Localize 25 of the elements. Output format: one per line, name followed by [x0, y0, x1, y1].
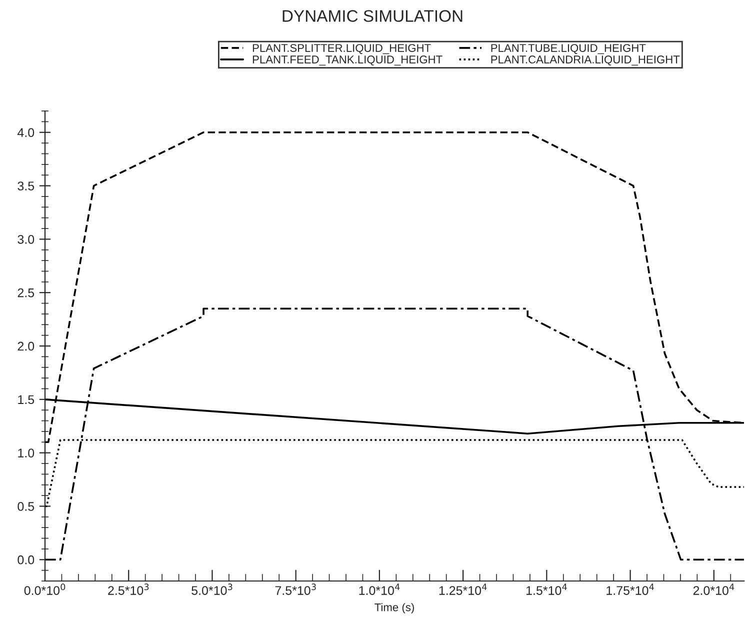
legend-label: PLANT.TUBE.LIQUID_HEIGHT: [491, 44, 646, 54]
y-tick-label: 3.0: [18, 234, 34, 244]
x-axis-title: Time (s): [374, 603, 414, 614]
chart-title: DYNAMIC SIMULATION: [282, 10, 462, 22]
y-tick-label: 1.0: [18, 448, 34, 458]
y-tick-label: 2.5: [18, 288, 34, 298]
y-tick-label: 0.5: [18, 502, 34, 511]
x-tick-label: 1.25*10$^{4}$: [439, 584, 487, 595]
x-tick-label: 5.0*10$^{3}$: [192, 584, 232, 595]
line-series: [45, 308, 744, 561]
y-tick-label: 0.0: [18, 555, 34, 564]
x-tick-label: 2.5*10$^{3}$: [108, 584, 149, 595]
x-tick-label: 1.75*10$^{4}$: [606, 584, 654, 595]
y-tick-label: 2.0: [18, 342, 34, 351]
x-tick-label: 7.5*10$^{3}$: [275, 584, 316, 595]
legend-label: PLANT.SPLITTER.LIQUID_HEIGHT: [252, 44, 431, 54]
x-tick-label: 1.5*10$^{4}$: [526, 584, 567, 595]
y-tick-label: 3.5: [18, 182, 34, 190]
legend-label: PLANT.CALANDRIA.LIQUID_HEIGHT: [491, 56, 680, 66]
legend-label: PLANT.FEED_TANK.LIQUID_HEIGHT: [252, 56, 442, 66]
y-tick-label: 4.0: [17, 128, 34, 138]
x-tick-label: 1.0*10$^{4}$: [359, 584, 400, 595]
x-tick-label: 2.0*10$^{4}$: [693, 584, 734, 595]
x-tick-label: 0.0*10$^{0}$: [24, 584, 66, 595]
y-tick-label: 1.5: [18, 395, 34, 404]
